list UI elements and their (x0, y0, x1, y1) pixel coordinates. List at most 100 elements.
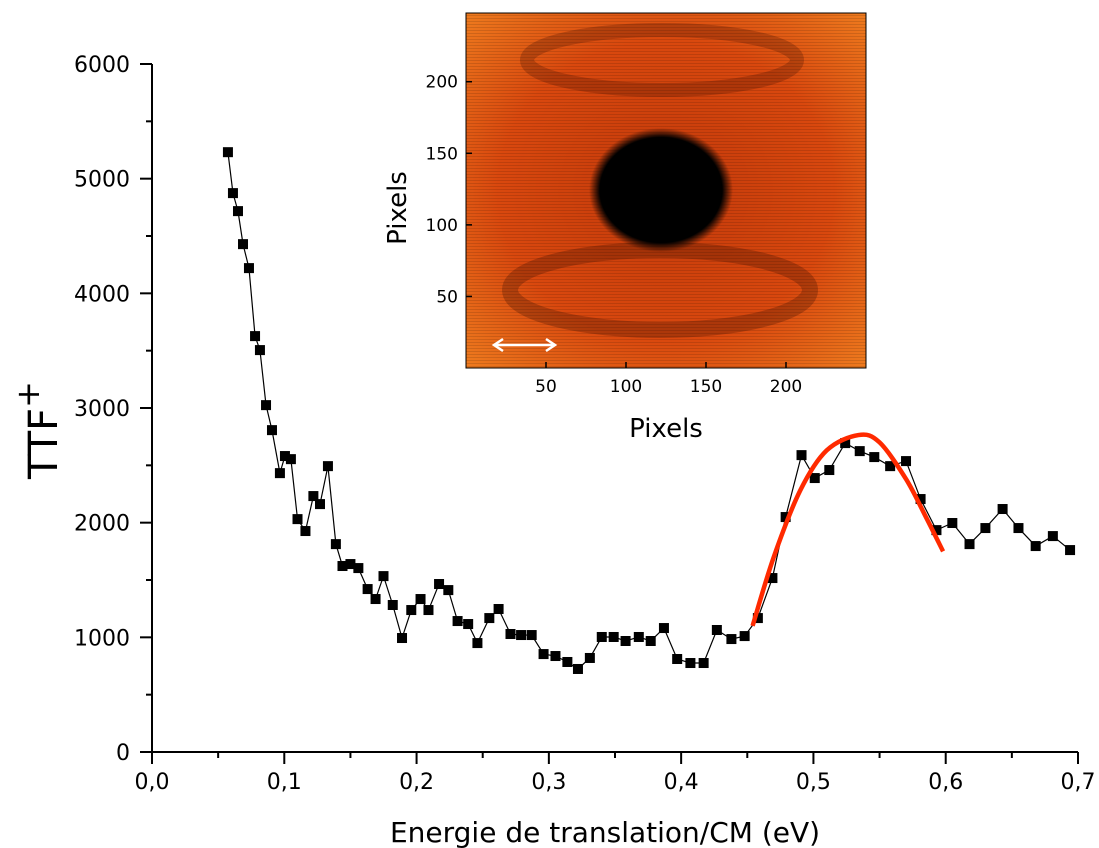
data-point (809, 473, 820, 484)
data-point (505, 629, 516, 640)
data-point (685, 658, 696, 669)
data-point (238, 239, 249, 250)
y-axis-title: TTF+ (9, 381, 67, 480)
data-point (254, 345, 265, 356)
data-point (767, 573, 778, 584)
data-point (620, 636, 631, 647)
data-point (232, 206, 243, 217)
data-point (423, 605, 434, 616)
inset-x-tick-label: 50 (535, 377, 557, 397)
x-axis-title: Energie de translation/CM (eV) (390, 816, 820, 848)
data-point (463, 619, 474, 630)
data-point (337, 561, 348, 572)
data-point (780, 512, 791, 523)
inset-y-tick-label: 50 (436, 287, 458, 307)
data-point (901, 456, 912, 467)
y-tick-label: 6000 (74, 53, 130, 78)
data-point (443, 585, 454, 596)
data-point (796, 450, 807, 461)
data-point (274, 468, 285, 479)
data-point (250, 331, 261, 342)
x-tick-label: 0,2 (399, 770, 434, 795)
data-point (345, 559, 356, 570)
data-point (538, 649, 549, 660)
data-point (222, 147, 233, 158)
x-tick-label: 0,4 (664, 770, 699, 795)
data-point (484, 613, 495, 624)
data-point (526, 630, 537, 641)
data-point (550, 651, 561, 662)
inset-image (466, 13, 866, 368)
inset-y-tick-label: 100 (426, 216, 458, 236)
data-point (698, 658, 709, 669)
data-point (1047, 531, 1058, 542)
data-point (279, 451, 290, 462)
data-point (608, 631, 619, 642)
data-point (964, 539, 975, 550)
inset-x-tick-label: 200 (770, 377, 802, 397)
data-point (452, 616, 463, 627)
inset-y-title: Pixels (383, 171, 413, 245)
data-point (300, 526, 311, 537)
data-point (562, 656, 573, 667)
data-point (572, 663, 583, 674)
data-point (854, 446, 865, 457)
data-point (397, 633, 408, 644)
inset-frame (465, 12, 867, 369)
data-point (840, 438, 851, 449)
data-point (378, 571, 389, 582)
data-point (370, 594, 381, 605)
x-tick-label: 0,6 (928, 770, 963, 795)
data-point (322, 461, 333, 472)
y-tick-label: 0 (116, 741, 130, 766)
data-point (243, 263, 254, 274)
data-point (266, 425, 277, 436)
data-point (915, 494, 926, 505)
data-point (308, 491, 319, 502)
y-tick-label: 4000 (74, 282, 130, 307)
data-point (472, 638, 483, 649)
inset-x-title: Pixels (629, 414, 703, 444)
x-tick-label: 0,1 (267, 770, 302, 795)
data-point (739, 631, 750, 642)
data-point (711, 624, 722, 635)
data-point (658, 623, 669, 634)
fit-curve (750, 432, 946, 627)
data-point (261, 400, 272, 411)
data-point (387, 599, 398, 610)
data-point (633, 631, 644, 642)
data-point (285, 454, 296, 465)
data-point (353, 563, 364, 574)
y-tick-label: 3000 (74, 397, 130, 422)
data-point (315, 499, 326, 510)
data-point (596, 631, 607, 642)
data-point (493, 604, 504, 615)
data-point (947, 518, 958, 529)
data-point (415, 594, 426, 605)
data-point (516, 630, 527, 641)
inset-x-tick-label: 150 (690, 377, 722, 397)
data-point (869, 452, 880, 463)
data-point (980, 523, 991, 534)
y-tick-label: 1000 (74, 626, 130, 651)
data-point (997, 504, 1008, 515)
y-tick-label: 5000 (74, 168, 130, 193)
x-tick-label: 0,5 (796, 770, 831, 795)
inset-y-tick-label: 150 (426, 144, 458, 164)
x-tick-label: 0,0 (135, 770, 170, 795)
data-point (824, 465, 835, 476)
data-point (645, 636, 656, 647)
data-point (1030, 541, 1041, 552)
y-axis-title-main: TTF (21, 408, 67, 480)
data-point (885, 461, 896, 472)
data-point (1013, 523, 1024, 534)
inset-y-tick-label: 200 (426, 73, 458, 93)
x-tick-label: 0,7 (1061, 770, 1096, 795)
y-tick-label: 2000 (74, 512, 130, 537)
data-point (726, 634, 737, 645)
data-point (931, 525, 942, 536)
data-point (434, 579, 445, 590)
data-point (406, 605, 417, 616)
data-point (672, 654, 683, 665)
